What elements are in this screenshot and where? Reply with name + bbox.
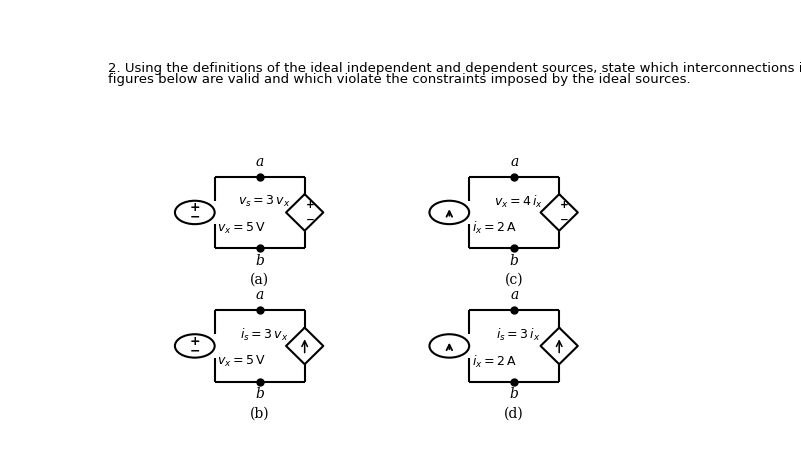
Polygon shape xyxy=(541,328,578,364)
Text: figures below are valid and which violate the constraints imposed by the ideal s: figures below are valid and which violat… xyxy=(107,74,690,86)
Circle shape xyxy=(175,334,215,358)
Polygon shape xyxy=(286,328,324,364)
Text: b: b xyxy=(509,387,518,401)
Polygon shape xyxy=(541,194,578,231)
Text: b: b xyxy=(256,387,264,401)
Text: −: − xyxy=(560,214,569,224)
Text: 2. Using the definitions of the ideal independent and dependent sources, state w: 2. Using the definitions of the ideal in… xyxy=(107,63,801,76)
Text: +: + xyxy=(305,200,314,210)
Text: a: a xyxy=(256,288,264,302)
Text: $i_s = 3\,v_x$: $i_s = 3\,v_x$ xyxy=(240,327,288,343)
Text: +: + xyxy=(560,200,569,210)
Text: −: − xyxy=(305,214,314,224)
Text: $v_x = 5\,\mathrm{V}$: $v_x = 5\,\mathrm{V}$ xyxy=(217,220,266,236)
Text: a: a xyxy=(510,155,518,169)
Text: $v_x = 4\,i_x$: $v_x = 4\,i_x$ xyxy=(494,194,543,210)
Polygon shape xyxy=(286,194,324,231)
Text: $v_s = 3\,v_x$: $v_s = 3\,v_x$ xyxy=(238,194,290,209)
Circle shape xyxy=(175,201,215,224)
Text: b: b xyxy=(509,254,518,267)
Text: +: + xyxy=(190,334,200,348)
Circle shape xyxy=(429,201,469,224)
Text: (b): (b) xyxy=(250,407,269,420)
Text: a: a xyxy=(256,155,264,169)
Text: $i_x = 2\,\mathrm{A}$: $i_x = 2\,\mathrm{A}$ xyxy=(472,220,517,236)
Text: (a): (a) xyxy=(250,273,269,287)
Text: $i_s = 3\,i_x$: $i_s = 3\,i_x$ xyxy=(497,327,541,343)
Text: b: b xyxy=(256,254,264,267)
Circle shape xyxy=(429,334,469,358)
Text: +: + xyxy=(190,201,200,214)
Text: (d): (d) xyxy=(505,407,524,420)
Text: −: − xyxy=(190,211,200,224)
Text: $i_x = 2\,\mathrm{A}$: $i_x = 2\,\mathrm{A}$ xyxy=(472,353,517,370)
Text: $v_x = 5\,\mathrm{V}$: $v_x = 5\,\mathrm{V}$ xyxy=(217,354,266,369)
Text: −: − xyxy=(190,344,200,357)
Text: a: a xyxy=(510,288,518,302)
Text: (c): (c) xyxy=(505,273,524,287)
